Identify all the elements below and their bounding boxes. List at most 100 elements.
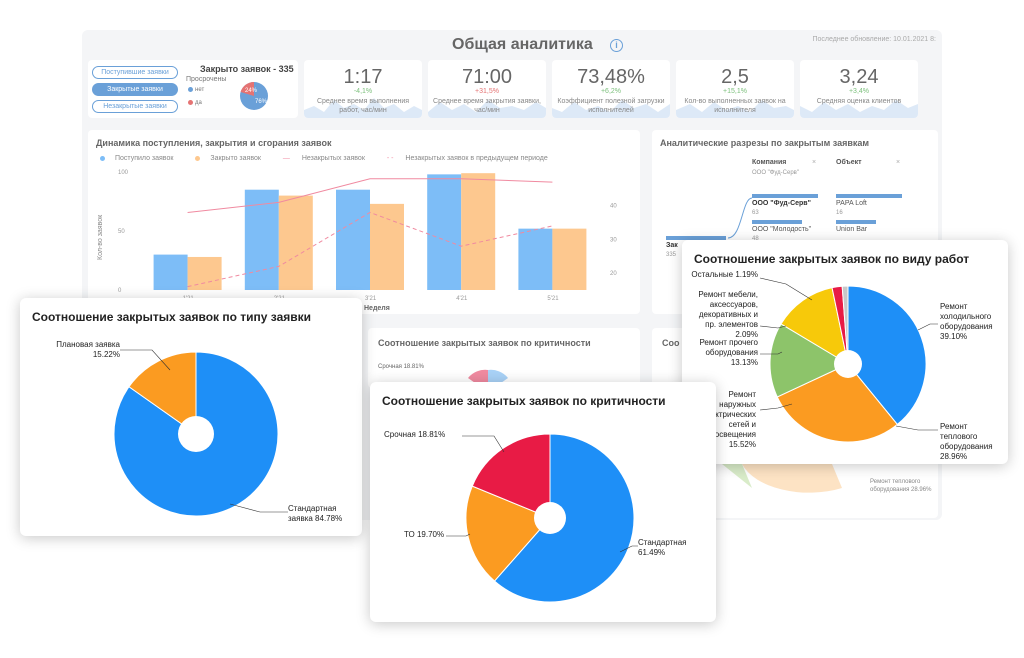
type-pie-chart	[113, 349, 288, 517]
object-row-name[interactable]: Union Bar	[836, 226, 868, 233]
bar	[836, 220, 876, 224]
close-icon[interactable]: ×	[812, 159, 817, 166]
pie-label: Ремонт наружных электрических сетей и ос…	[702, 390, 756, 449]
kpi-card: 1:17 -4,1% Среднее время выполнения рабо…	[304, 60, 422, 118]
pie-label: Стандартная заявка 84.78%	[288, 504, 343, 523]
bar-incoming	[336, 189, 370, 290]
pie-label: Ремонт прочего оборудования 13.13%	[699, 338, 758, 367]
dynamics-chart-card: Динамика поступления, закрытия и сгорани…	[88, 130, 640, 314]
leader-line	[917, 323, 938, 331]
pie-slice	[841, 285, 849, 365]
x-tick-label: 3'21	[365, 296, 377, 302]
kpi-card: 2,5 +15,1% Кол-во выполненных заявок на …	[676, 60, 794, 118]
worktype-pie-card: Соотношение закрытых заявок по виду рабо…	[682, 240, 1008, 464]
leader-line	[759, 325, 787, 329]
leader-line	[120, 349, 171, 371]
info-icon[interactable]: i	[610, 39, 623, 52]
criticality-tile-background: Соотношение закрытых заявок по критичнос…	[368, 328, 640, 392]
y2-tick-label: 40	[610, 204, 617, 210]
bar	[752, 220, 802, 224]
criticality-pie-title: Соотношение закрытых заявок по критичнос…	[382, 394, 666, 408]
overdue-label: Просрочены	[186, 76, 227, 83]
criticality-bg-title: Соотношение закрытых заявок по критичнос…	[378, 338, 591, 348]
criticality-pie-card: Соотношение закрытых заявок по критичнос…	[370, 382, 716, 622]
pie-slice	[471, 433, 551, 519]
other-bg-label: Ремонт теплового оборудования 28.96%	[870, 479, 932, 493]
last-update-text: Последнее обновление: 10.01.2021 8:	[812, 36, 936, 43]
column-object: Объект	[836, 159, 862, 166]
kpi-delta: -4,1%	[353, 88, 373, 95]
bar-incoming	[244, 189, 279, 290]
y2-tick-label: 20	[610, 271, 617, 277]
bar-closed	[461, 173, 496, 290]
kpi-sparkline	[800, 100, 918, 118]
company-row-name[interactable]: ООО "Молодость"	[752, 226, 812, 233]
bar-incoming	[427, 174, 462, 290]
analytics-title: Аналитические разрезы по закрытым заявка…	[660, 138, 870, 148]
pie-label: ТО 19.70%	[404, 530, 445, 539]
filter-incoming-button[interactable]: Поступившие заявки	[92, 66, 178, 79]
kpi-value: 73,48%	[577, 66, 645, 88]
kpi-card: 71:00 +31,5% Среднее время закрытия заяв…	[428, 60, 546, 118]
leader-line	[446, 533, 471, 537]
pie-label: Стандартная 61.49%	[638, 538, 687, 557]
filter-panel: Поступившие заявки Закрытые заявки Незак…	[88, 60, 298, 118]
kpi-sparkline	[552, 100, 670, 118]
pie-label: Ремонт теплового оборудования 28.96%	[940, 422, 993, 461]
close-icon[interactable]: ×	[896, 159, 901, 166]
kpi-card: 3,24 +3,4% Средняя оценка клиентов	[800, 60, 918, 118]
x-tick-label: 5'21	[547, 296, 559, 302]
pie-label: Срочная 18.81%	[384, 430, 446, 439]
pie-label: Ремонт мебели, аксессуаров, декоративных…	[698, 290, 758, 339]
bar-incoming	[153, 254, 188, 290]
root-node-count: 335	[666, 252, 677, 258]
criticality-pie-chart	[446, 433, 638, 603]
kpi-label: Коэффициент полезной загрузки исполнител…	[557, 98, 665, 114]
pie-slice	[847, 285, 927, 426]
worktype-pie-title: Соотношение закрытых заявок по виду рабо…	[694, 252, 970, 266]
pie-label: Плановая заявка 15.22%	[56, 340, 120, 359]
kpi-sparkline	[304, 98, 422, 118]
root-node-label: Зак	[666, 242, 678, 249]
overdue-yes-pct: 24%	[245, 88, 258, 94]
pie-label: Остальные 1.19%	[691, 270, 758, 279]
leader-line	[895, 425, 938, 431]
y-tick-label: 0	[118, 288, 122, 294]
object-row-name[interactable]: PAPA Loft	[836, 200, 867, 207]
kpi-label: Среднее время закрытия заявки, час/мин	[433, 98, 541, 114]
x-axis-title: Неделя	[364, 305, 390, 312]
page-title: Общая аналитика	[452, 36, 593, 53]
leader-line	[229, 503, 288, 513]
pie-slice	[128, 351, 197, 435]
overdue-pie: 24% 76%	[240, 82, 268, 110]
legend-item: Поступило заявок	[100, 155, 183, 162]
kpi-value: 3,24	[839, 66, 879, 88]
line-open-prev	[187, 211, 553, 288]
kpi-delta: +31,5%	[475, 88, 499, 95]
filter-closed-button[interactable]: Закрытые заявки	[92, 83, 178, 96]
type-pie-card: Соотношение закрытых заявок по типу заяв…	[20, 298, 362, 536]
bar-incoming	[518, 228, 553, 290]
type-pie-title: Соотношение закрытых заявок по типу заяв…	[32, 310, 312, 324]
kpi-label: Среднее время выполнения работ, час/мин	[316, 98, 410, 114]
x-tick-label: 4'21	[456, 296, 468, 302]
leader-line	[462, 435, 505, 453]
dynamics-chart: Кол-во заявокНеделя1005004030201'212'213…	[97, 170, 617, 312]
bar	[666, 236, 726, 240]
filter-open-button[interactable]: Незакрытые заявки	[92, 100, 178, 113]
kpi-value: 2,5	[721, 66, 749, 88]
column-company: Компания	[752, 159, 787, 166]
y2-tick-label: 30	[610, 237, 617, 243]
legend-item: Закрыто заявок	[195, 155, 271, 162]
leader-line	[760, 351, 783, 355]
y-tick-label: 100	[118, 170, 129, 176]
closed-count-title: Закрыто заявок - 335	[200, 64, 294, 74]
kpi-label: Средняя оценка клиентов	[816, 98, 902, 105]
legend-item: - - Незакрытых заявок в предыдущем перио…	[386, 155, 548, 162]
company-row-name[interactable]: ООО "Фуд-Серв"	[752, 200, 811, 207]
other-bg-pie	[722, 464, 842, 493]
object-row-count: 16	[836, 210, 843, 216]
y-axis-title: Кол-во заявок	[97, 214, 104, 260]
company-subtitle: ООО "Фуд-Серв"	[752, 170, 799, 176]
pie-slice	[780, 287, 849, 366]
